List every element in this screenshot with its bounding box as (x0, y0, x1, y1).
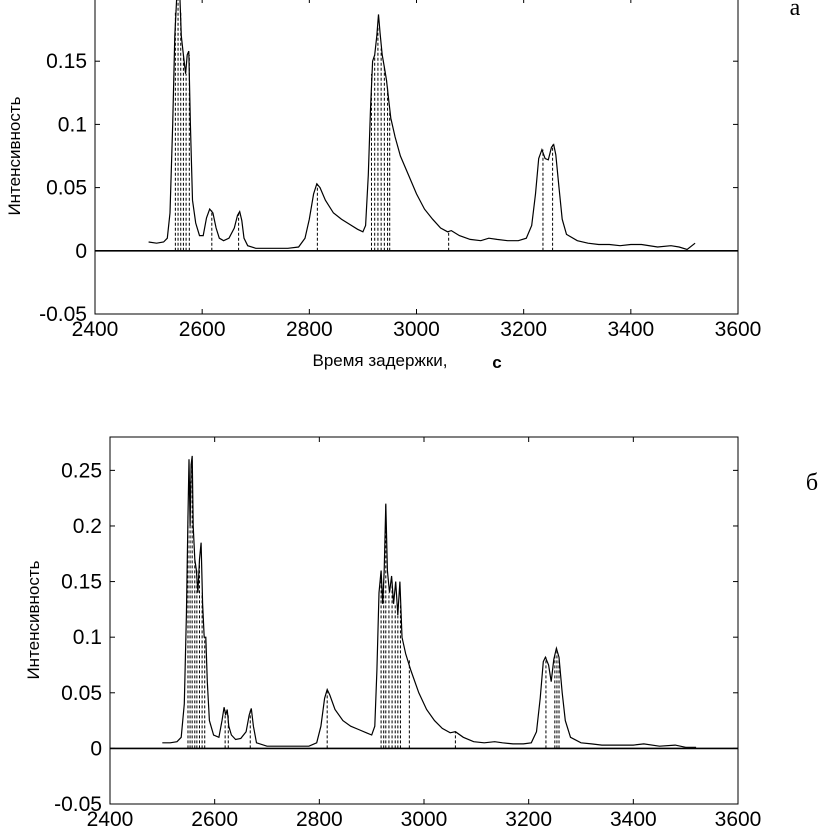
y-tick-label: 0.1 (58, 113, 87, 136)
y-axis-label: Интенсивность (5, 96, 24, 215)
x-tick-label: 3400 (607, 318, 654, 341)
series-line (148, 0, 696, 251)
y-tick-label: 0.05 (46, 177, 87, 200)
x-tick-label: 2400 (72, 318, 119, 341)
y-tick-label: 0 (75, 240, 87, 263)
y-tick-label: 0 (90, 737, 102, 760)
y-tick-label: 0.15 (46, 50, 87, 73)
x-tick-label: 3400 (610, 808, 657, 827)
panel-label-a: а (790, 0, 801, 21)
y-tick-label: 0.1 (73, 626, 102, 649)
x-tick-label: 3200 (500, 318, 547, 341)
series-line (162, 455, 697, 748)
y-tick-label: 0.25 (61, 459, 102, 482)
x-ticks: 2400 2600 2800 3000 3200 3400 3600 (87, 437, 762, 827)
dashed-markers (174, 0, 554, 251)
y-ticks: -0.05 0 0.05 0.1 0.15 0.2 0.25 (54, 459, 738, 816)
x-tick-label: 3000 (393, 318, 440, 341)
y-axis-label: Интенсивность (24, 560, 43, 679)
x-tick-label: 2600 (179, 318, 226, 341)
dashed-markers (187, 459, 560, 749)
panel-label-b: б (806, 470, 818, 496)
x-tick-label: 2800 (286, 318, 333, 341)
x-tick-label: 2600 (191, 808, 238, 827)
x-tick-label: 3000 (401, 808, 448, 827)
x-tick-label: 2800 (296, 808, 343, 827)
x-axis-unit: с (492, 353, 501, 372)
x-tick-label: 3600 (715, 808, 762, 827)
x-ticks: 2400 2600 2800 3000 3200 3400 3600 (72, 0, 762, 341)
y-tick-label: -0.05 (54, 793, 102, 816)
y-ticks: -0.05 0 0.05 0.1 0.15 (39, 50, 738, 326)
x-tick-label: 2400 (87, 808, 134, 827)
y-tick-label: 0.15 (61, 571, 102, 594)
y-tick-label: 0.05 (61, 682, 102, 705)
chart-panel-b: 2400 2600 2800 3000 3200 3400 3600 -0.05 0 0.05 0… (24, 436, 818, 827)
chart-panel-a: 2400 2600 2800 3000 3200 3400 3600 -0.05 0 0.05 0… (5, 0, 801, 372)
y-tick-label: 0.2 (73, 515, 102, 538)
x-tick-label: 3200 (505, 808, 552, 827)
y-tick-label: -0.05 (39, 303, 87, 326)
x-axis-label: Время задержки, (313, 351, 448, 370)
x-tick-label: 3600 (715, 318, 762, 341)
